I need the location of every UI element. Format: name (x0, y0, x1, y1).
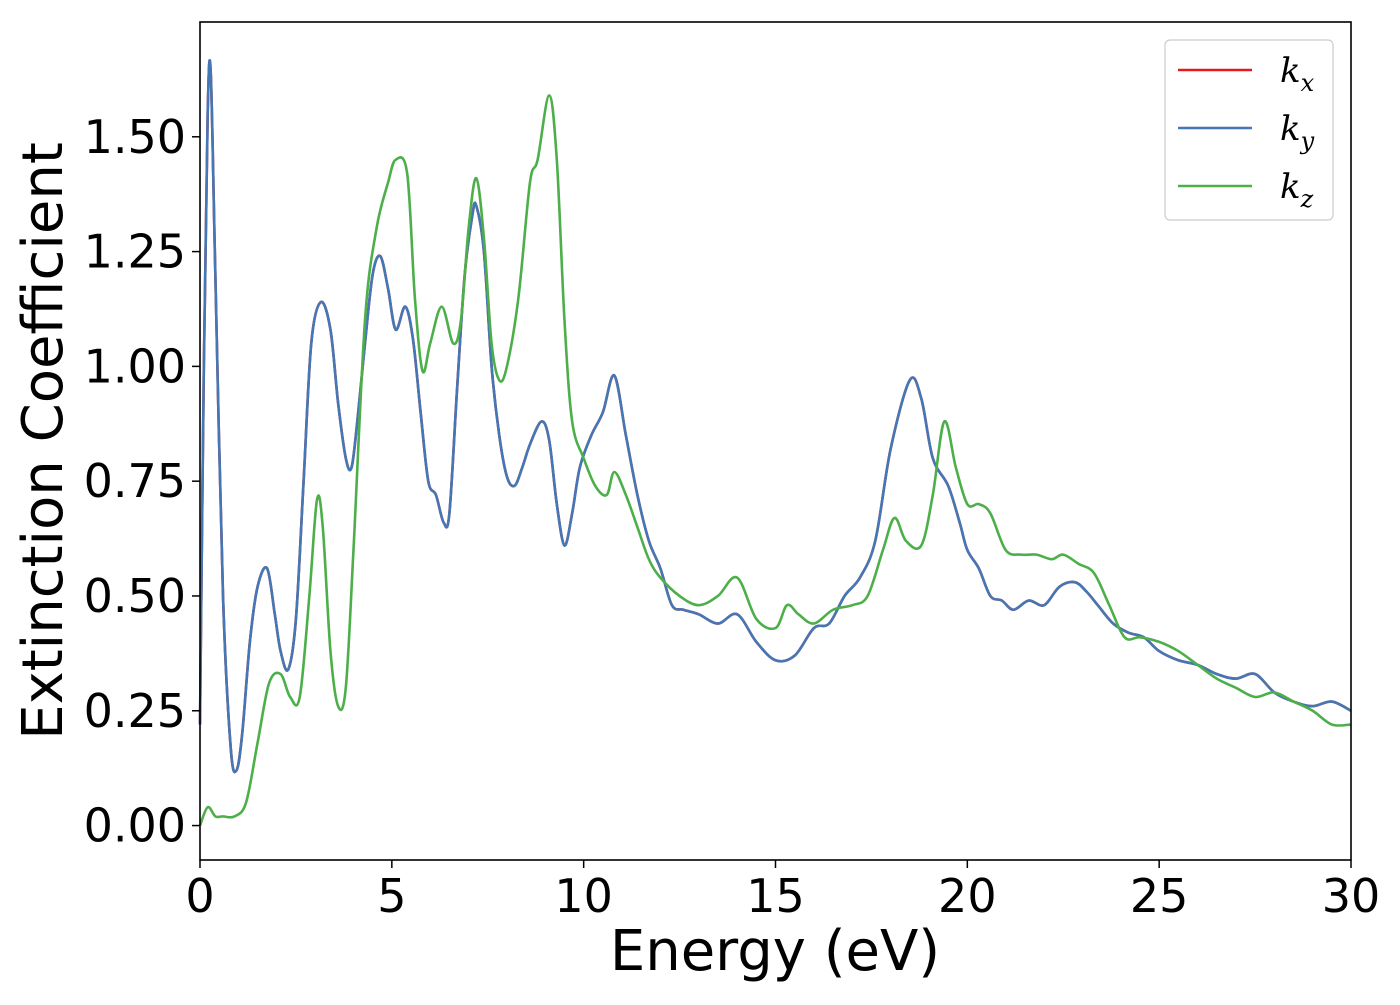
x-tick-label: 20 (938, 869, 997, 923)
y-tick-label: 0.75 (84, 454, 186, 508)
x-axis-title: Energy (eV) (610, 919, 940, 984)
legend-label-y: ky (1280, 109, 1315, 155)
x-tick-label: 25 (1130, 869, 1189, 923)
legend-label-base: k (1280, 109, 1301, 149)
x-tick-label: 0 (185, 869, 214, 923)
y-tick-label: 0.00 (84, 799, 186, 853)
series-layer (198, 59, 1352, 827)
y-tick-label: 1.50 (84, 110, 186, 164)
y-tick-label: 0.50 (84, 569, 186, 623)
legend-label-base: k (1280, 51, 1301, 91)
plot-area (200, 22, 1351, 860)
y-axis: 0.00 0.25 0.50 0.75 1.00 1.25 1.50 (84, 110, 200, 853)
x-tick-label: 10 (554, 869, 613, 923)
y-axis-title: Extinction Coefficient (11, 142, 76, 740)
legend-label-z: kz (1280, 167, 1314, 213)
legend-label-x: kx (1280, 51, 1315, 97)
legend-box (1164, 39, 1334, 221)
x-axis: 0 5 10 15 20 25 30 (185, 860, 1380, 923)
legend-label-sub: y (1300, 127, 1315, 155)
legend-label-base: k (1280, 167, 1301, 207)
y-tick-label: 0.25 (84, 684, 186, 738)
series-line-y (198, 59, 1352, 774)
legend-label-sub: x (1301, 69, 1315, 97)
x-tick-label: 30 (1322, 869, 1381, 923)
series-line-z (198, 94, 1352, 827)
x-tick-label: 5 (377, 869, 406, 923)
y-tick-label: 1.25 (84, 225, 186, 279)
y-tick-label: 1.00 (84, 339, 186, 393)
legend-label-sub: z (1300, 185, 1314, 213)
x-tick-label: 15 (746, 869, 805, 923)
